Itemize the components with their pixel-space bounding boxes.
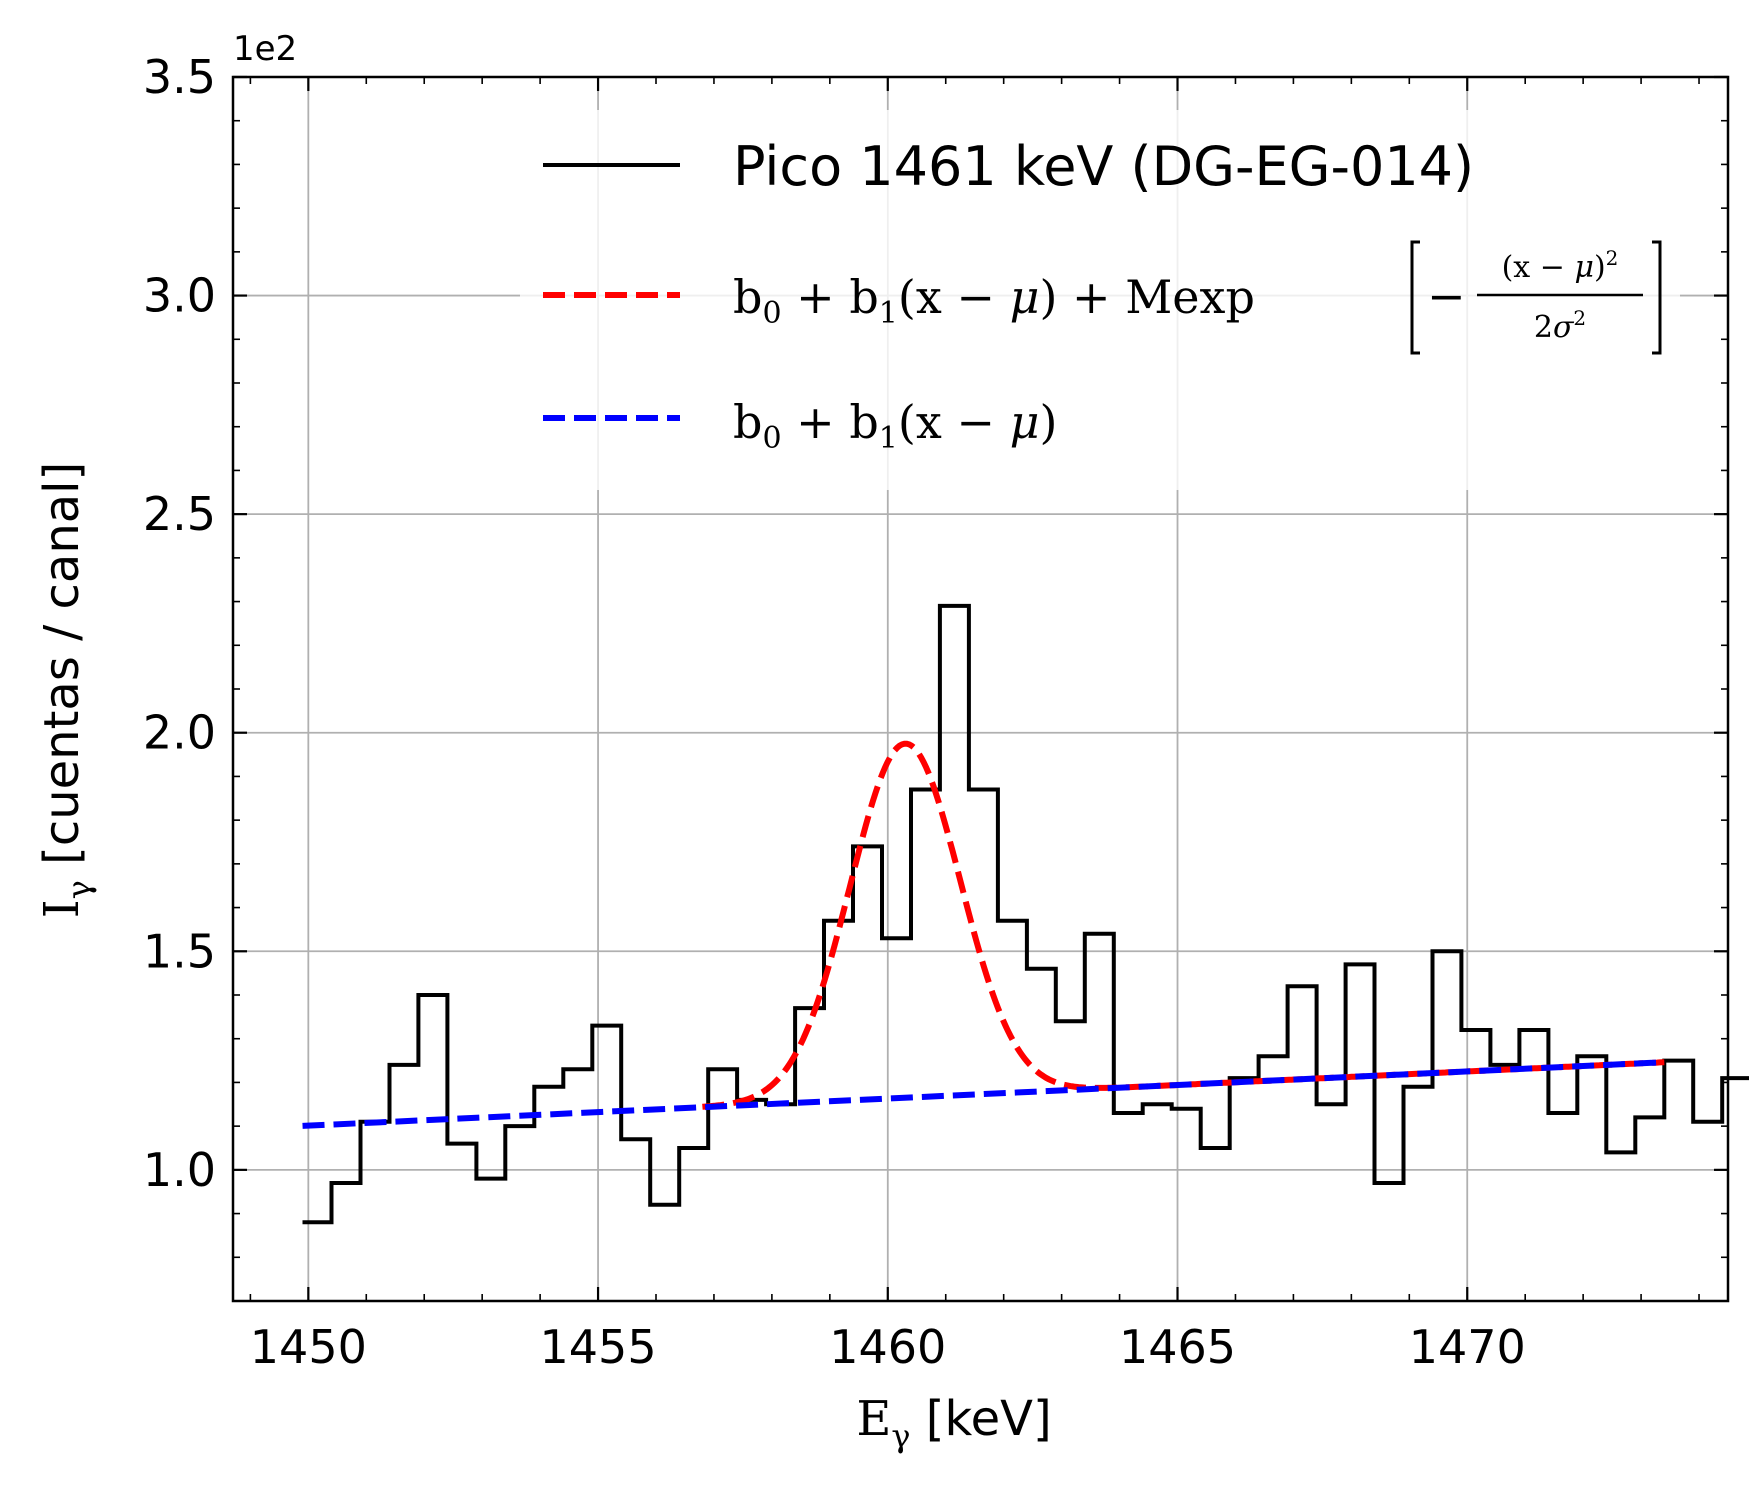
background-line (302, 1059, 1665, 1129)
x-axis-label-subscript: γ (891, 1417, 910, 1455)
legend-histogram-label: Pico 1461 keV (DG-EG-014) (733, 135, 1474, 198)
y-axis-label-unit: [cuentas / canal] (34, 462, 90, 880)
y-tick-label: 1.0 (143, 1143, 216, 1197)
exponent-numerator: (x − μ)2 (1502, 246, 1619, 285)
series-layer (302, 603, 1749, 1225)
x-tick-label: 1450 (250, 1320, 367, 1374)
right-bracket (1652, 240, 1662, 355)
x-axis-label-unit: [keV] (911, 1391, 1052, 1447)
y-tick-label: 3.0 (143, 269, 216, 323)
ticks (233, 75, 1728, 1302)
x-tick-label: 1460 (829, 1320, 946, 1374)
minus-sign: − (1427, 269, 1466, 323)
x-axis-label: Eγ [keV] (856, 1391, 1051, 1455)
y-axis-label: Iγ [cuentas / canal] (34, 462, 98, 918)
y-tick-label: 1.5 (143, 924, 216, 978)
y-offset-label: 1e2 (233, 29, 297, 69)
x-axis-label-symbol: E (856, 1391, 891, 1447)
legend-background-label: b0 + b1(x − μ) (733, 395, 1057, 456)
legend-entry-fit: b0 + b1(x − μ) + Mexp − (x − μ)2 2σ2 (543, 240, 1662, 355)
legend-fit-exponent: − (x − μ)2 2σ2 (1410, 240, 1662, 355)
fit-curve (702, 740, 1665, 1110)
y-tick-label: 2.5 (143, 487, 216, 541)
histogram-line (302, 603, 1749, 1225)
y-axis-label-subscript: γ (60, 880, 98, 899)
y-tick-label: 2.0 (143, 706, 216, 760)
y-axis-label-symbol: I (34, 899, 90, 918)
tick-labels: 1450 1455 1460 1465 1470 1.0 1.5 2.0 2.5 3.0 3.5 (143, 50, 1526, 1374)
exponent-denominator: 2σ2 (1534, 306, 1586, 345)
legend-entry-histogram: Pico 1461 keV (DG-EG-014) (543, 135, 1474, 198)
x-tick-label: 1455 (540, 1320, 657, 1374)
left-bracket (1410, 240, 1420, 355)
legend-fit-label: b0 + b1(x − μ) + Mexp (733, 270, 1255, 331)
legend-entry-background: b0 + b1(x − μ) (543, 395, 1057, 456)
legend-box (520, 110, 1680, 490)
legend: Pico 1461 keV (DG-EG-014) b0 + b1(x − μ)… (520, 110, 1680, 490)
x-tick-label: 1465 (1119, 1320, 1236, 1374)
y-tick-label: 3.5 (143, 50, 216, 104)
x-tick-label: 1470 (1409, 1320, 1526, 1374)
